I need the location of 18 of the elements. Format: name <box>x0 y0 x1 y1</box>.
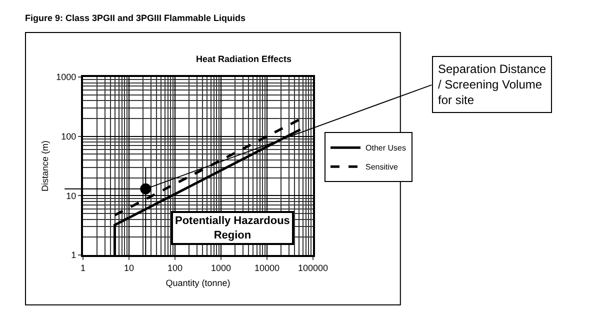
y-tick-label: 1000 <box>56 72 76 82</box>
x-tick-label: 1000 <box>210 262 232 273</box>
annotation: Potentially Hazardous Region <box>175 215 290 242</box>
chart-title: Figure 9: Class 3PGII and 3PGIII Flammable Liquids <box>25 13 246 23</box>
legend-label: Sensitive <box>366 162 399 172</box>
x-tick-label: 100000 <box>298 262 328 273</box>
y-tick-label: 100 <box>61 131 76 142</box>
x-tick-label: 100 <box>167 262 183 273</box>
chart-subtitle: Heat Radiation Effects <box>196 54 292 64</box>
y-axis-title: Distance (m) <box>40 140 50 192</box>
legend-label: Other Uses <box>366 144 406 153</box>
y-tick-label: 1 <box>71 250 76 260</box>
y-tick-label: 10 <box>66 190 76 201</box>
x-tick-label: 10 <box>124 262 134 273</box>
x-tick-label: 10000 <box>254 262 280 273</box>
x-axis-title: Quantity (tonne) <box>166 278 230 288</box>
x-tick-label: 1 <box>80 262 86 273</box>
annotation: Separation Distance / Screening Volume for site <box>438 62 546 108</box>
